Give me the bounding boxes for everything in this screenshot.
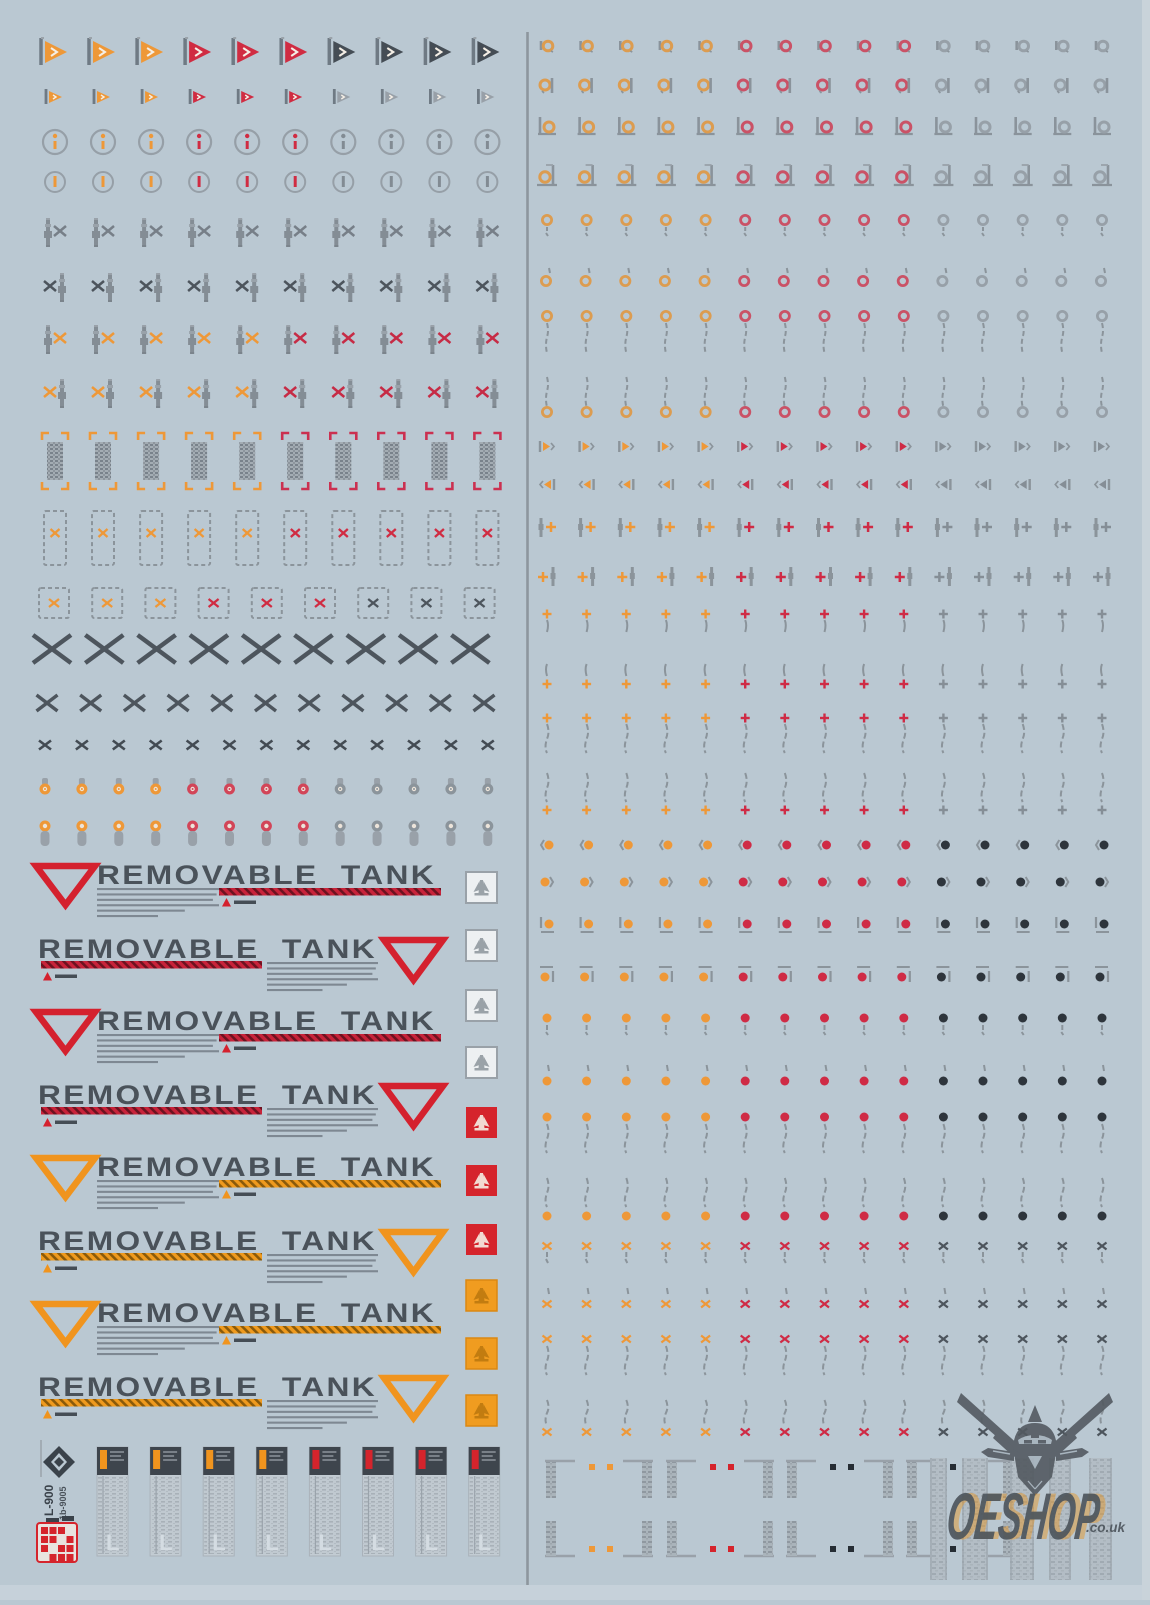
svg-text:L-900: L-900 <box>42 1484 56 1516</box>
svg-text:L: L <box>265 1530 278 1555</box>
svg-text:REMOVABLE TANK: REMOVABLE TANK <box>97 1006 436 1036</box>
svg-text:OESHOP: OESHOP <box>948 1480 1108 1554</box>
svg-text:OESHOP: OESHOP <box>943 1480 1103 1554</box>
svg-text:REMOVABLE TANK: REMOVABLE TANK <box>97 1152 436 1182</box>
svg-text:L: L <box>425 1530 438 1555</box>
svg-text:REMOVABLE TANK: REMOVABLE TANK <box>38 934 377 964</box>
svg-text:L: L <box>372 1530 385 1555</box>
svg-text:REMOVABLE TANK: REMOVABLE TANK <box>38 1080 377 1110</box>
svg-text:.co.uk: .co.uk <box>1086 1520 1127 1535</box>
svg-text:REMOVABLE TANK: REMOVABLE TANK <box>97 860 436 890</box>
svg-text:REMOVABLE TANK: REMOVABLE TANK <box>38 1226 377 1256</box>
svg-text:L: L <box>318 1530 331 1555</box>
svg-text:1b-9005: 1b-9005 <box>58 1486 68 1520</box>
svg-text:L: L <box>106 1530 119 1555</box>
svg-text:REMOVABLE TANK: REMOVABLE TANK <box>38 1372 377 1402</box>
svg-text:L: L <box>159 1530 172 1555</box>
svg-text:L: L <box>212 1530 225 1555</box>
svg-text:L: L <box>478 1530 491 1555</box>
svg-text:REMOVABLE TANK: REMOVABLE TANK <box>97 1298 436 1328</box>
